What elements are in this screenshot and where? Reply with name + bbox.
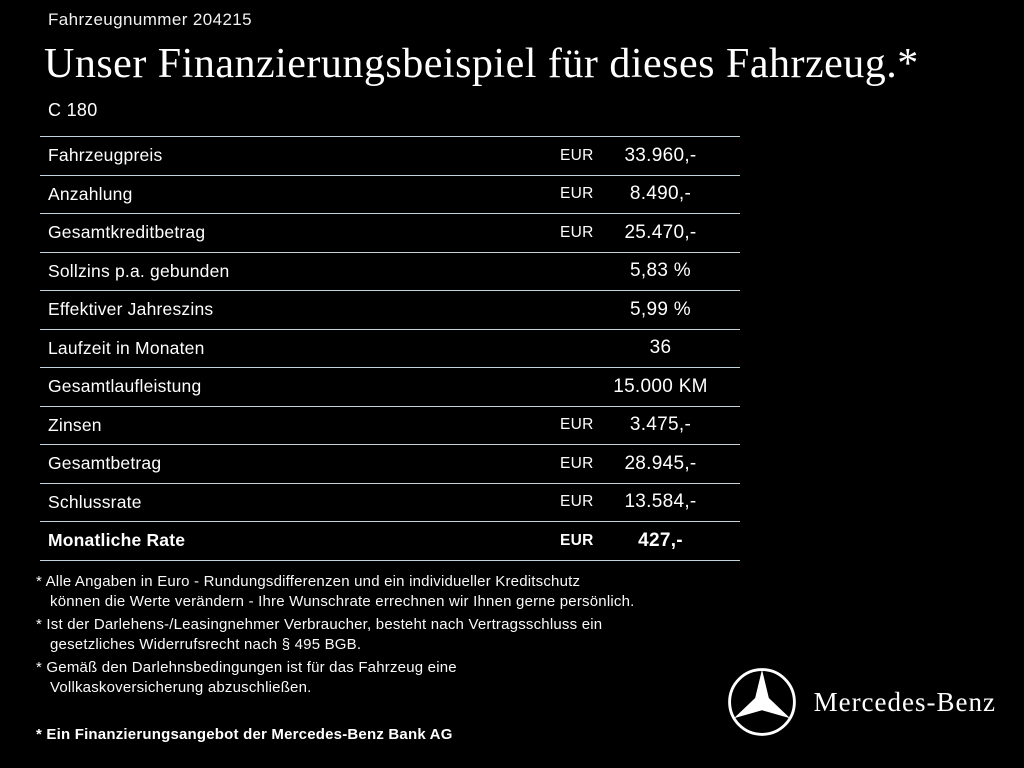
row-value: 36	[649, 337, 672, 359]
row-label: Gesamtbetrag	[48, 453, 162, 474]
row-currency: EUR	[560, 223, 594, 241]
row-label: Gesamtlaufleistung	[48, 376, 202, 397]
row-label: Schlussrate	[48, 491, 142, 512]
row-value: 5,83 %	[630, 260, 691, 282]
row-value: 3.475,-	[629, 414, 692, 436]
row-label: Fahrzeugpreis	[48, 145, 163, 166]
footnotes: * Alle Angaben in Euro - Rundungsdiffere…	[36, 572, 756, 701]
bank-note: * Ein Finanzierungsangebot der Mercedes-…	[36, 726, 453, 743]
row-label: Zinsen	[48, 414, 102, 435]
page-title: Unser Finanzierungsbeispiel für dieses F…	[44, 41, 919, 87]
row-currency: EUR	[560, 531, 594, 549]
row-value: 33.960,-	[624, 144, 697, 166]
row-value: 8.490,-	[629, 183, 692, 205]
row-value: 15.000 KM	[613, 375, 708, 397]
row-label: Sollzins p.a. gebunden	[48, 260, 230, 281]
row-value: 5,99 %	[630, 298, 691, 320]
brand-wordmark: Mercedes-Benz	[813, 686, 996, 717]
table-row: Gesamtbetrag EUR 28.945,-	[40, 444, 740, 483]
vehicle-number: Fahrzeugnummer 204215	[48, 10, 253, 29]
row-label: Monatliche Rate	[48, 530, 186, 551]
brand-block: Mercedes-Benz	[726, 666, 996, 738]
row-currency: EUR	[560, 454, 594, 472]
row-value: 25.470,-	[624, 221, 697, 243]
row-currency: EUR	[560, 185, 594, 203]
table-row: Effektiver Jahreszins 5,99 %	[40, 290, 740, 329]
footnote: * Alle Angaben in Euro - Rundungsdiffere…	[36, 573, 635, 610]
mercedes-star-icon	[727, 668, 796, 736]
footnote: * Ist der Darlehens-/Leasingnehmer Verbr…	[36, 616, 603, 653]
row-currency: EUR	[560, 416, 594, 434]
finance-table: Fahrzeugpreis EUR 33.960,- Anzahlung EUR…	[40, 136, 740, 561]
row-label: Gesamtkreditbetrag	[48, 222, 206, 243]
footnote: * Gemäß den Darlehnsbedingungen ist für …	[36, 659, 457, 696]
row-value: 427,-	[638, 529, 683, 551]
model-name: C 180	[48, 100, 98, 120]
table-row: Schlussrate EUR 13.584,-	[40, 482, 740, 522]
row-label: Laufzeit in Monaten	[48, 337, 205, 358]
table-row-monthly-rate: Monatliche Rate EUR 427,-	[40, 521, 740, 560]
row-value: 13.584,-	[624, 491, 697, 513]
row-currency: EUR	[560, 146, 594, 164]
table-row: Laufzeit in Monaten 36	[40, 328, 740, 368]
row-value: 28.945,-	[624, 452, 697, 474]
table-row: Anzahlung EUR 8.490,-	[40, 174, 740, 214]
row-label: Anzahlung	[48, 183, 133, 204]
table-row: Gesamtlaufleistung 15.000 KM	[40, 367, 740, 406]
table-row: Sollzins p.a. gebunden 5,83 %	[40, 251, 740, 291]
table-row: Zinsen EUR 3.475,-	[40, 405, 740, 445]
table-row: Fahrzeugpreis EUR 33.960,-	[40, 136, 740, 175]
row-label: Effektiver Jahreszins	[48, 299, 214, 320]
row-currency: EUR	[560, 493, 594, 511]
table-row: Gesamtkreditbetrag EUR 25.470,-	[40, 213, 740, 252]
